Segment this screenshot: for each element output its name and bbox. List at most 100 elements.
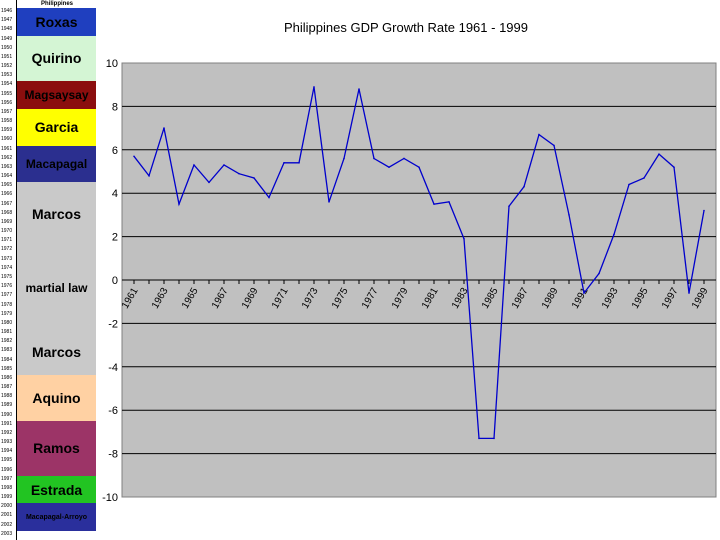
timeline-year: 1986: [1, 374, 13, 381]
timeline-year: 1996: [1, 466, 13, 473]
president-name: Macapagal: [25, 156, 88, 171]
timeline-year: 2002: [1, 521, 13, 528]
president-name: Macapagal-Arroyo: [25, 513, 88, 521]
president-band: Roxas: [17, 8, 96, 36]
president-name: Roxas: [35, 13, 78, 30]
president-name: Marcos: [31, 343, 82, 360]
data-point: [688, 292, 690, 294]
data-point: [643, 177, 645, 179]
president-name: Magsaysay: [24, 88, 89, 103]
timeline-year: 1972: [1, 246, 13, 253]
timeline-year: 1965: [1, 182, 13, 189]
data-point: [223, 164, 225, 166]
president-name: martial law: [25, 280, 88, 295]
timeline-year: 1978: [1, 301, 13, 308]
timeline-year: 1970: [1, 228, 13, 235]
data-point: [463, 237, 465, 240]
timeline-year: 1989: [1, 402, 13, 409]
timeline-year: 1973: [1, 255, 13, 262]
data-point: [508, 205, 510, 208]
timeline-year: 1977: [1, 292, 13, 299]
data-point: [373, 157, 375, 160]
data-point: [313, 86, 315, 88]
timeline-year: 1979: [1, 310, 13, 317]
data-point: [403, 157, 405, 160]
y-tick-label: -6: [108, 405, 118, 417]
timeline-year: 1975: [1, 274, 13, 280]
timeline-year: 2000: [1, 503, 13, 510]
data-point: [493, 437, 495, 440]
timeline-year: 1994: [1, 448, 13, 455]
timeline-year: 1946: [1, 8, 13, 14]
data-point: [478, 437, 480, 440]
data-point: [283, 162, 285, 164]
data-point: [238, 172, 240, 175]
data-point: [673, 166, 675, 168]
data-point: [328, 201, 330, 203]
y-tick-label: -10: [102, 492, 118, 504]
timeline-year: 1953: [1, 72, 13, 79]
timeline-year-column: 1946 1947 1948 1949 1950 1951 1952 1953 1954 1955…: [0, 0, 17, 540]
timeline-president-column: Roxas Quirino Magsaysay Garcia Macapagal Marc…: [17, 0, 96, 540]
series-group: [133, 86, 705, 440]
president-band: Marcos: [17, 329, 96, 375]
timeline-year: 1982: [1, 338, 13, 345]
y-tick-label: 6: [112, 145, 118, 157]
timeline-year: 1964: [1, 173, 13, 180]
data-point: [703, 209, 705, 212]
president-name: Estrada: [30, 481, 83, 498]
president-band: martial law: [17, 246, 96, 330]
timeline-year: 1995: [1, 457, 13, 464]
timeline-year: 1993: [1, 439, 13, 446]
data-point: [598, 272, 600, 275]
gdp-growth-chart: Philippines GDP Growth Rate 1961 - 1999 …: [102, 20, 717, 504]
timeline-year: 1950: [1, 44, 13, 51]
data-point: [163, 127, 165, 129]
data-point: [583, 292, 585, 294]
y-tick-label: 8: [112, 101, 118, 113]
president-band: Ramos: [17, 420, 96, 476]
timeline-year: 1967: [1, 200, 13, 207]
y-tick-label: -4: [108, 362, 118, 374]
data-point: [268, 196, 270, 199]
data-point: [358, 88, 360, 90]
timeline-year: 1992: [1, 429, 13, 436]
data-point: [523, 185, 525, 188]
president-band: Garcia: [17, 108, 96, 146]
timeline-year: 1952: [1, 63, 13, 70]
timeline-year: 1962: [1, 154, 13, 161]
data-point: [388, 166, 390, 168]
timeline-year: 1960: [1, 136, 13, 143]
data-point: [613, 233, 615, 236]
timeline-year: 1991: [1, 420, 13, 427]
presidential-timeline: 1946 1947 1948 1949 1950 1951 1952 1953 1954 1955…: [0, 0, 96, 540]
data-point: [433, 203, 435, 205]
data-point: [298, 162, 300, 164]
timeline-year: 1980: [1, 319, 13, 326]
chart-title: Philippines GDP Growth Rate 1961 - 1999: [284, 20, 528, 35]
president-band: Estrada: [17, 475, 96, 504]
y-axis-labels: -10 -8 -6 -4 -2 0 2 4 6 8 10: [102, 58, 118, 504]
timeline-year: 1987: [1, 384, 13, 391]
data-point: [553, 144, 555, 147]
timeline-year: 1955: [1, 90, 13, 97]
data-point: [418, 166, 420, 168]
timeline-year: 1963: [1, 163, 13, 170]
data-point: [193, 164, 195, 166]
president-name: Marcos: [31, 206, 82, 223]
timeline-year: 1985: [1, 365, 13, 372]
president-band: Magsaysay: [17, 81, 96, 109]
timeline-year: 1988: [1, 393, 13, 400]
data-point: [178, 203, 180, 205]
timeline-year: 1998: [1, 484, 13, 491]
president-name: Ramos: [33, 440, 80, 457]
x-axis-ticks: [133, 280, 705, 284]
timeline-year: 1999: [1, 494, 13, 501]
data-point: [253, 177, 255, 179]
timeline-year: 1984: [1, 356, 13, 363]
timeline-year: 1997: [1, 475, 13, 482]
timeline-year: 1968: [1, 209, 13, 216]
timeline-year: 1969: [1, 218, 13, 225]
president-name: Garcia: [34, 119, 79, 136]
y-tick-label: 2: [112, 232, 118, 244]
